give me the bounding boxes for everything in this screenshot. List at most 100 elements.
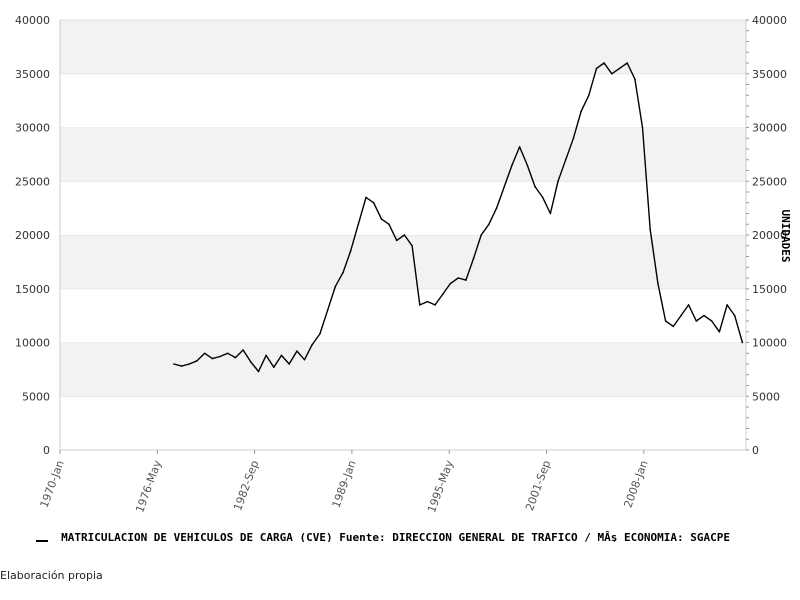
legend-label: MATRICULACION DE VEHICULOS DE CARGA (CVE…: [61, 531, 730, 542]
data-point: [311, 343, 314, 346]
x-tick-label: 1982-Sep: [231, 459, 261, 513]
y-tick-label-right: 0: [752, 444, 759, 457]
data-point: [234, 356, 237, 359]
data-point: [541, 196, 544, 199]
y-tick-label-right: 25000: [752, 175, 787, 188]
data-point: [710, 320, 713, 322]
data-point: [488, 223, 490, 226]
data-point: [380, 218, 383, 220]
y-tick-label-left: 10000: [15, 337, 50, 350]
data-point: [634, 78, 636, 80]
data-point: [388, 223, 390, 226]
right-y-axis: 0 5000 10000 15000 20000 25000 30000 35000 40000: [746, 14, 787, 457]
legend: MATRICULACION DE VEHICULOS DE CARGA (CVE…: [36, 526, 796, 542]
grid-bands: [60, 19, 746, 450]
data-point: [265, 354, 267, 357]
data-point: [480, 234, 483, 236]
data-point: [449, 282, 452, 285]
grid-band: [60, 20, 746, 74]
x-tick-label: 1976-May: [133, 458, 164, 514]
data-point: [680, 314, 682, 317]
y-tick-label-left: 20000: [15, 229, 50, 242]
data-point: [618, 67, 621, 70]
data-point: [564, 159, 567, 161]
data-point: [365, 196, 367, 199]
x-axis: 1970-Jan 1976-May 1982-Sep 1989-Jan 1995-May…: [38, 450, 651, 514]
data-point: [288, 363, 291, 365]
data-point: [419, 304, 421, 306]
data-point: [503, 185, 506, 188]
data-point: [211, 357, 214, 360]
y-tick-label-right: 10000: [752, 337, 787, 350]
data-point: [411, 245, 413, 247]
data-point: [657, 282, 659, 285]
data-point: [303, 358, 306, 361]
y-tick-label-left: 40000: [15, 14, 50, 27]
data-point: [349, 250, 352, 252]
y-tick-label-left: 0: [43, 444, 50, 457]
y-tick-label-right: 5000: [752, 390, 780, 403]
data-point: [273, 366, 275, 369]
data-point: [511, 164, 513, 166]
x-tick-label: 2008-Jan: [621, 459, 650, 510]
y-tick-label-right: 15000: [752, 283, 787, 296]
y-tick-label-right: 20000: [752, 229, 787, 242]
data-point: [457, 277, 460, 279]
series-layer: [173, 62, 744, 373]
data-point: [733, 314, 736, 317]
data-point: [326, 309, 329, 312]
data-point: [641, 126, 644, 129]
grid-band: [60, 127, 746, 182]
grid-band: [60, 73, 746, 128]
data-point: [534, 185, 536, 188]
data-point: [557, 180, 559, 183]
grid-band: [60, 288, 746, 343]
data-point: [372, 202, 375, 204]
data-point: [226, 352, 229, 355]
data-point: [465, 279, 467, 281]
data-point: [626, 62, 628, 64]
data-point: [611, 73, 613, 75]
data-point: [434, 304, 436, 306]
x-tick-label: 1995-May: [425, 458, 456, 514]
x-tick-label: 1989-Jan: [330, 459, 359, 510]
data-point: [664, 320, 667, 322]
data-point: [188, 363, 191, 365]
data-point: [342, 271, 344, 274]
source-note: Elaboración propia: [0, 569, 103, 582]
data-point: [495, 207, 498, 209]
data-point: [334, 285, 337, 288]
data-point: [219, 355, 221, 358]
y-tick-label-right: 30000: [752, 122, 787, 135]
data-point: [595, 67, 598, 70]
data-point: [357, 223, 360, 226]
data-point: [296, 350, 298, 352]
y-tick-label-left: 15000: [15, 283, 50, 296]
data-point: [672, 325, 675, 328]
data-point: [580, 110, 582, 113]
data-point: [703, 314, 705, 317]
data-point: [603, 62, 605, 64]
x-tick-label: 2001-Sep: [523, 459, 553, 513]
data-point: [257, 370, 260, 373]
y-axis-label: UNIDADES: [779, 210, 792, 263]
data-point: [442, 293, 444, 295]
y-tick-label-right: 35000: [752, 68, 787, 81]
y-tick-label-left: 35000: [15, 68, 50, 81]
data-point: [250, 361, 252, 363]
y-tick-label-left: 5000: [22, 390, 50, 403]
grid-band: [60, 342, 746, 397]
data-point: [196, 360, 198, 362]
grid-band: [60, 396, 746, 450]
data-point: [203, 352, 206, 355]
data-point: [572, 137, 575, 140]
data-point: [518, 146, 521, 148]
data-point: [726, 304, 728, 306]
data-point: [395, 239, 398, 242]
data-point: [173, 363, 175, 365]
y-tick-label-right: 40000: [752, 14, 787, 27]
data-point: [695, 320, 698, 322]
line-chart: 0 5000 10000 15000 20000 25000 30000 35000 40000…: [15, 14, 792, 514]
data-point: [426, 300, 429, 303]
data-point: [180, 365, 183, 367]
